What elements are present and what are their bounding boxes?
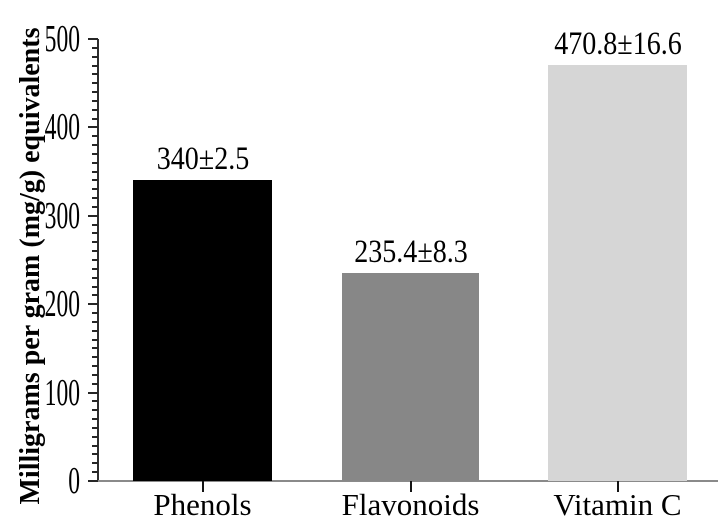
y-major-tick <box>88 38 98 40</box>
y-minor-tick <box>92 276 98 279</box>
y-minor-tick <box>92 250 98 253</box>
bar-vitamin-c <box>548 64 687 481</box>
x-axis-label: Flavonoids <box>341 487 480 520</box>
y-minor-tick <box>92 46 98 49</box>
y-minor-tick <box>92 471 98 474</box>
y-minor-tick <box>92 55 98 58</box>
y-minor-tick <box>92 329 98 332</box>
y-minor-tick <box>92 73 98 76</box>
y-minor-tick <box>92 91 98 94</box>
y-tick-label: 400 <box>44 106 80 149</box>
y-tick-label: 300 <box>44 194 80 237</box>
y-minor-tick <box>92 170 98 173</box>
y-minor-tick <box>92 365 98 368</box>
y-minor-tick <box>92 259 98 261</box>
y-minor-tick <box>92 435 98 438</box>
x-tick <box>616 481 619 492</box>
bar-value-label: 470.8±16.6 <box>553 25 682 62</box>
x-axis-line <box>97 480 718 482</box>
x-axis-label: Vitamin C <box>553 487 682 520</box>
y-minor-tick <box>92 64 98 67</box>
y-minor-tick <box>92 382 98 385</box>
y-major-tick <box>88 480 98 482</box>
y-minor-tick <box>92 267 98 270</box>
y-minor-tick <box>92 117 98 120</box>
y-minor-tick <box>92 312 98 315</box>
y-minor-tick <box>92 161 98 164</box>
y-minor-tick <box>92 152 98 155</box>
y-minor-tick <box>92 426 98 429</box>
y-minor-tick <box>92 444 98 447</box>
x-tick <box>201 481 204 492</box>
y-minor-tick <box>92 82 98 85</box>
y-minor-tick <box>92 462 98 465</box>
y-minor-tick <box>92 232 98 235</box>
y-minor-tick <box>92 188 98 191</box>
y-minor-tick <box>92 356 98 359</box>
y-minor-tick <box>92 223 98 226</box>
bar-value-label: 235.4±8.3 <box>353 233 468 270</box>
y-minor-tick <box>92 285 98 288</box>
y-minor-tick <box>92 373 98 376</box>
y-minor-tick <box>92 453 98 456</box>
y-minor-tick <box>92 197 98 200</box>
y-minor-tick <box>92 205 98 208</box>
y-minor-tick <box>92 135 98 138</box>
y-tick-label: 200 <box>44 283 80 326</box>
y-minor-tick <box>92 347 98 350</box>
y-minor-tick <box>92 108 98 111</box>
x-tick <box>409 481 412 492</box>
y-minor-tick <box>92 320 98 323</box>
y-major-tick <box>88 214 98 217</box>
y-minor-tick <box>92 400 98 403</box>
y-minor-tick <box>92 179 98 182</box>
y-minor-tick <box>92 418 98 421</box>
bar-flavonoids <box>342 272 479 481</box>
y-minor-tick <box>92 294 98 297</box>
y-minor-tick <box>92 144 98 147</box>
y-minor-tick <box>92 99 98 102</box>
bar-value-label: 340±2.5 <box>156 141 249 178</box>
y-minor-tick <box>92 338 98 341</box>
y-tick-label: 0 <box>68 460 80 502</box>
y-major-tick <box>88 391 98 394</box>
y-tick-label: 500 <box>44 18 80 60</box>
y-major-tick <box>88 303 98 306</box>
y-minor-tick <box>92 409 98 412</box>
y-minor-tick <box>92 241 98 244</box>
bar-phenols <box>133 180 272 481</box>
x-axis-label: Phenols <box>153 487 252 520</box>
y-axis-line <box>97 39 99 482</box>
y-tick-label: 100 <box>44 371 80 414</box>
y-major-tick <box>88 126 98 129</box>
